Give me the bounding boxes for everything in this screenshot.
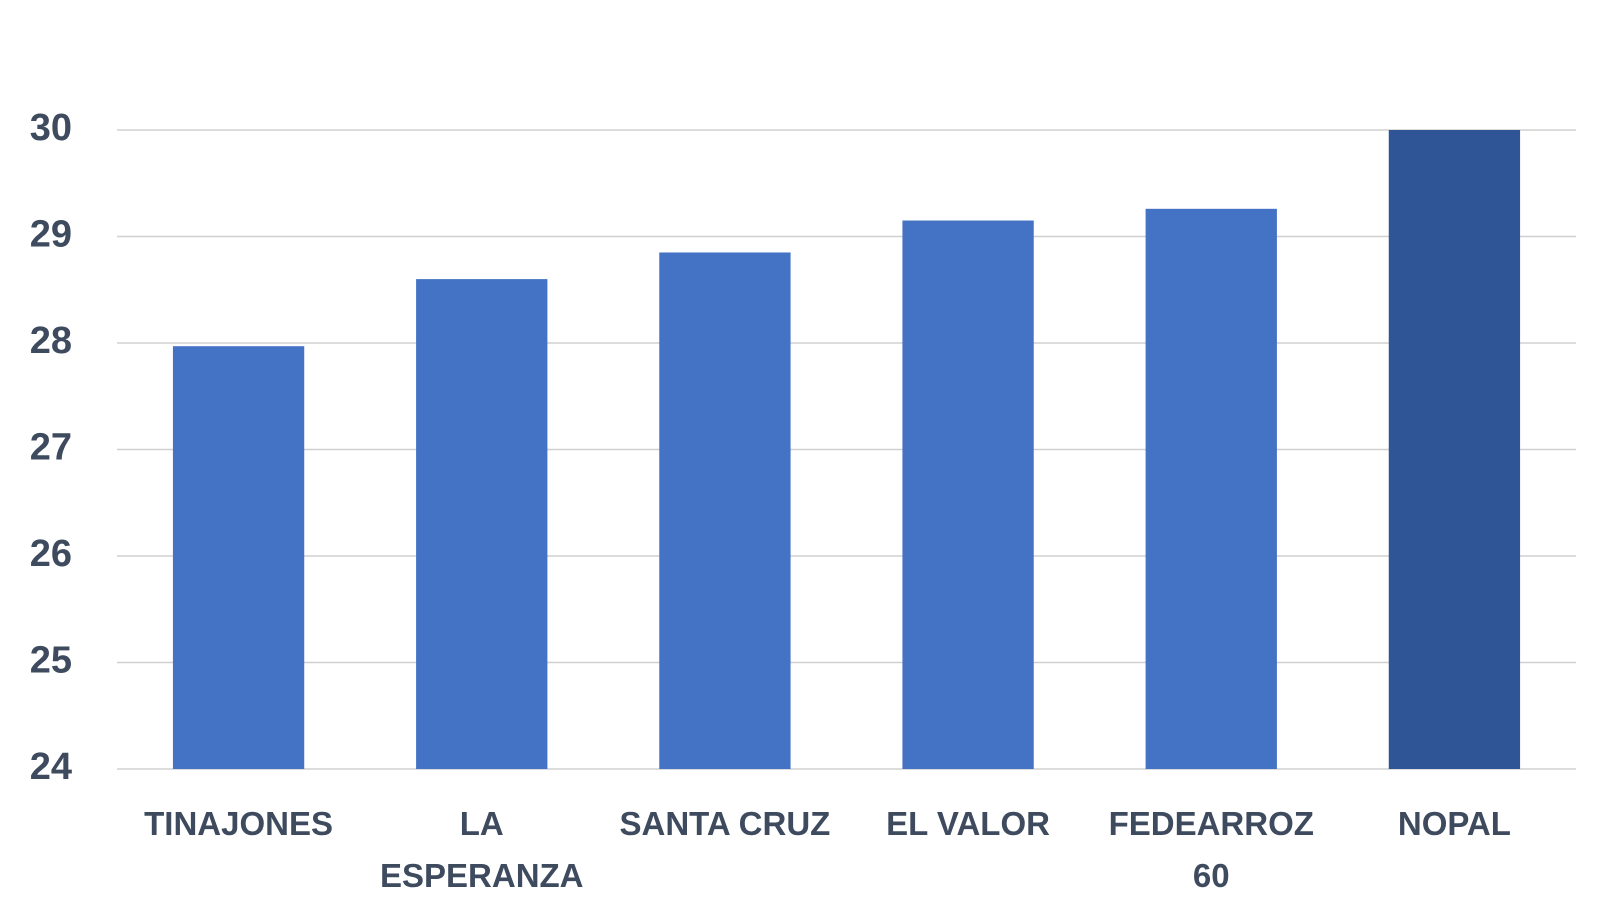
x-tick-label: LA ESPERANZA [379, 805, 584, 894]
x-tick-label: SANTA CRUZ [619, 805, 831, 842]
y-tick-label: 29 [30, 214, 72, 256]
bar [172, 346, 305, 769]
y-tick-label: 25 [30, 640, 72, 682]
x-tick-label: EL VALOR [886, 805, 1050, 842]
bar [659, 252, 791, 770]
bar [416, 279, 548, 769]
y-tick-label: 30 [30, 107, 72, 149]
y-tick-label: 27 [30, 427, 72, 469]
y-tick-label: 26 [30, 533, 72, 575]
x-tick-label: TINAJONES [144, 805, 334, 842]
y-tick-label: 24 [30, 746, 72, 788]
bar [1388, 130, 1521, 769]
bar [1145, 208, 1277, 769]
y-tick-label: 28 [30, 320, 72, 362]
x-tick-label: NOPAL [1397, 805, 1511, 842]
bar [902, 220, 1034, 769]
x-tick-label: FEDEARROZ 60 [1108, 805, 1314, 894]
